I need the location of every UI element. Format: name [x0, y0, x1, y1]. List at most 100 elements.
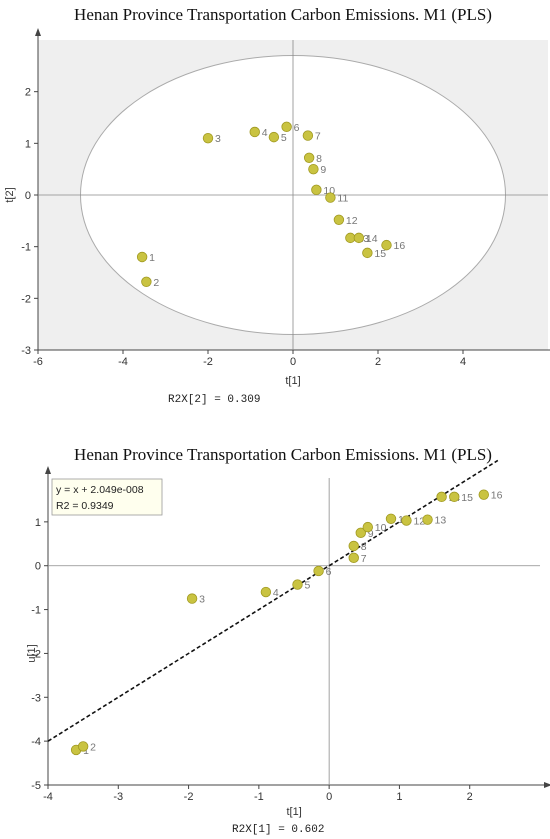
y-tick-label: 1 — [35, 517, 41, 529]
x-tick-label: 2 — [375, 356, 381, 368]
x-tick-label: 0 — [326, 791, 332, 803]
data-point — [381, 239, 392, 251]
data-point — [313, 565, 324, 577]
data-point-label: 6 — [294, 122, 300, 134]
data-point — [401, 515, 412, 526]
chart1-y-axis-label: t[2] — [4, 187, 16, 202]
data-point-label: 1 — [83, 745, 89, 757]
y-tick-label: 2 — [25, 87, 31, 99]
data-point — [249, 126, 260, 138]
data-point-label: 5 — [305, 580, 311, 592]
data-point — [281, 121, 292, 133]
y-tick-label: 0 — [35, 561, 41, 573]
data-point-label: 8 — [361, 541, 367, 553]
data-point-label: 4 — [262, 127, 268, 139]
y-tick-label: -3 — [21, 345, 31, 357]
data-point-label: 3 — [215, 133, 221, 145]
chart1-title: Henan Province Transportation Carbon Emi… — [74, 5, 492, 24]
data-point-label: 14 — [366, 233, 378, 245]
data-point-label: 3 — [199, 594, 205, 606]
data-point — [260, 586, 272, 598]
y-tick-label: 1 — [25, 138, 31, 150]
regression-equation-box: y = x + 2.049e-008 R2 = 0.9349 — [51, 478, 163, 516]
data-point — [186, 593, 198, 604]
data-point — [362, 247, 373, 259]
equation-box-frame — [51, 478, 163, 516]
data-point — [355, 527, 366, 539]
y-tick-label: -1 — [31, 605, 41, 617]
data-point — [325, 192, 336, 203]
data-point-label: 13 — [435, 515, 447, 527]
data-point — [141, 276, 152, 288]
regression-equation: y = x + 2.049e-008 — [56, 484, 144, 496]
data-point — [333, 214, 345, 226]
y-tick-label: -5 — [31, 780, 41, 792]
data-point-label: 15 — [374, 248, 386, 260]
data-point-label: 10 — [323, 185, 335, 197]
data-point-label: 12 — [413, 516, 425, 528]
y-tick-label: 0 — [25, 190, 31, 202]
data-point-label: 7 — [361, 553, 367, 565]
data-point-label: 10 — [375, 522, 387, 534]
data-point-label: 5 — [281, 132, 287, 144]
chart1-footer-r2x: R2X[2] = 0.309 — [168, 394, 260, 406]
data-point — [422, 514, 433, 525]
data-point-label: 7 — [315, 131, 321, 143]
chart2-x-axis-label: t[1] — [286, 806, 301, 818]
data-point — [449, 491, 460, 503]
data-point-label: 4 — [273, 587, 279, 599]
x-tick-label: -4 — [43, 791, 53, 803]
data-point — [308, 163, 319, 175]
x-tick-label: 4 — [460, 356, 466, 368]
y-tick-label: -1 — [21, 242, 31, 254]
data-point-label: 6 — [326, 566, 332, 578]
score-plot-t1-t2: Henan Province Transportation Carbon Emi… — [4, 5, 550, 406]
data-point — [311, 184, 322, 196]
data-point-label: 8 — [316, 153, 322, 165]
chart2-title: Henan Province Transportation Carbon Emi… — [74, 445, 492, 464]
data-point — [268, 131, 280, 143]
y-axis-arrow — [45, 466, 51, 474]
data-point-label: 16 — [394, 240, 406, 252]
x-tick-label: -1 — [254, 791, 264, 803]
data-point-label: 11 — [337, 193, 348, 205]
x-tick-label: -4 — [118, 356, 128, 368]
y-tick-label: -3 — [31, 692, 41, 704]
chart1-x-axis-label: t[1] — [285, 375, 300, 387]
data-point-label: 2 — [153, 277, 159, 289]
x-tick-label: 2 — [467, 791, 473, 803]
x-tick-label: -2 — [203, 356, 213, 368]
data-point-label: 9 — [320, 164, 326, 176]
y-tick-label: -2 — [31, 648, 41, 660]
y-axis-arrow — [35, 28, 41, 36]
data-point-label: 15 — [461, 492, 473, 504]
data-point — [436, 491, 447, 503]
chart2-y-axis-label: u[1] — [26, 644, 38, 662]
y-tick-label: -4 — [31, 736, 41, 748]
data-point-label: 2 — [90, 741, 96, 753]
data-point — [362, 521, 374, 533]
data-point — [202, 132, 214, 144]
regression-line — [47, 459, 499, 742]
data-point-label: 1 — [149, 252, 155, 264]
x-tick-label: -6 — [33, 356, 43, 368]
y-tick-label: -2 — [21, 293, 31, 305]
x-tick-label: -2 — [184, 791, 194, 803]
data-point — [348, 540, 359, 552]
data-point — [136, 251, 148, 263]
data-point — [478, 489, 489, 500]
data-point-label: 16 — [491, 490, 503, 502]
chart2-footer-r2x: R2X[1] = 0.602 — [232, 824, 324, 836]
x-tick-label: 0 — [290, 356, 296, 368]
data-point — [77, 741, 89, 752]
data-point — [303, 152, 315, 164]
regression-r2: R2 = 0.9349 — [56, 500, 114, 512]
data-point — [302, 130, 314, 141]
data-point-label: 12 — [346, 215, 358, 227]
data-point — [353, 232, 365, 244]
data-point — [348, 552, 359, 564]
data-point — [385, 513, 397, 524]
x-tick-label: 1 — [396, 791, 402, 803]
data-point-label: 9 — [368, 528, 374, 540]
